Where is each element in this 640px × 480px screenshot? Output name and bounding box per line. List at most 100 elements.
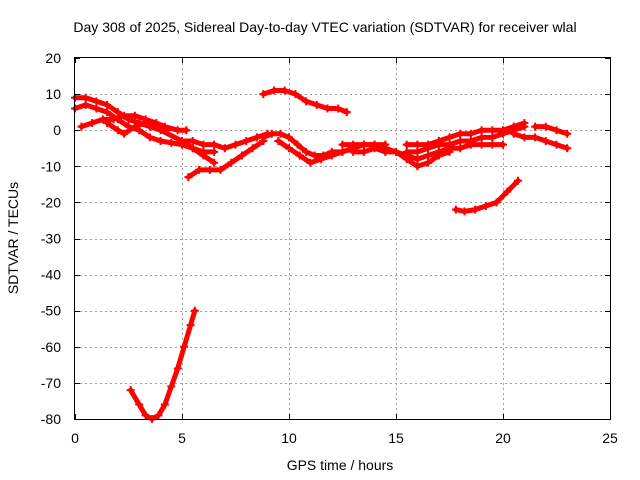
data-point — [402, 140, 411, 149]
data-point — [413, 147, 422, 156]
data-point — [477, 140, 486, 149]
x-tick-label: 5 — [178, 430, 186, 446]
x-tick-label: 15 — [388, 430, 404, 446]
data-point — [509, 129, 518, 138]
data-point — [520, 122, 529, 131]
data-point — [456, 129, 465, 138]
data-point — [81, 100, 90, 109]
data-point — [424, 151, 433, 160]
data-series-s18 — [128, 308, 198, 422]
data-point — [531, 133, 540, 142]
grid-layer — [75, 58, 610, 419]
data-point — [184, 173, 193, 182]
data-series-s17 — [532, 124, 570, 137]
data-point — [552, 126, 561, 135]
data-point — [220, 144, 229, 153]
data-point — [126, 386, 135, 395]
data-point — [541, 137, 550, 146]
data-point — [488, 126, 497, 135]
data-point — [188, 144, 197, 153]
data-point — [359, 140, 368, 149]
data-point — [154, 411, 163, 420]
data-point — [248, 144, 257, 153]
data-point — [113, 126, 122, 135]
data-point — [306, 158, 315, 167]
data-series-s11 — [350, 145, 452, 169]
data-point — [552, 140, 561, 149]
data-point — [210, 140, 219, 149]
data-point — [276, 129, 285, 138]
data-point — [424, 144, 433, 153]
data-point — [456, 137, 465, 146]
x-tick-label: 10 — [281, 430, 297, 446]
x-tick-label: 25 — [602, 430, 618, 446]
data-point — [199, 140, 208, 149]
data-point — [563, 144, 572, 153]
data-point — [310, 151, 319, 160]
data-point — [349, 140, 358, 149]
data-point — [302, 147, 311, 156]
data-point — [231, 140, 240, 149]
series-layer — [71, 86, 572, 423]
data-point — [445, 144, 454, 153]
data-point — [113, 108, 122, 117]
data-point — [295, 151, 304, 160]
y-tick-label: -20 — [41, 194, 61, 210]
data-point — [503, 187, 512, 196]
data-point — [259, 133, 268, 142]
data-point — [195, 165, 204, 174]
data-point — [466, 129, 475, 138]
data-point — [338, 140, 347, 149]
data-point — [392, 147, 400, 156]
data-point — [103, 108, 112, 117]
data-point — [312, 100, 321, 109]
data-point — [424, 158, 433, 167]
data-point — [120, 129, 129, 138]
data-point — [163, 126, 172, 135]
data-point — [280, 86, 289, 95]
data-point — [402, 155, 411, 164]
data-point — [156, 137, 165, 146]
data-point — [499, 140, 507, 149]
data-point — [178, 137, 186, 146]
data-point — [466, 140, 475, 149]
data-point — [531, 122, 540, 131]
data-point — [492, 198, 501, 207]
data-point — [77, 122, 86, 131]
data-point — [563, 129, 572, 138]
data-point — [120, 111, 129, 120]
data-point — [370, 144, 379, 153]
y-tick-label: -80 — [41, 411, 61, 427]
data-point — [145, 133, 154, 142]
data-point — [152, 122, 161, 131]
y-tick-label: -70 — [41, 375, 61, 391]
data-point — [98, 115, 107, 124]
data-point — [338, 147, 347, 156]
plot-frame — [74, 57, 611, 420]
chart-title: Day 308 of 2025, Sidereal Day-to-day VTE… — [73, 19, 576, 35]
data-point — [182, 126, 191, 135]
data-point — [327, 151, 336, 160]
data-point — [434, 140, 443, 149]
data-point — [109, 115, 118, 124]
data-point — [359, 147, 368, 156]
data-point — [88, 118, 97, 127]
y-tick-label: 10 — [45, 86, 61, 102]
data-point — [173, 126, 182, 135]
data-point — [188, 137, 197, 146]
data-point — [130, 122, 139, 131]
data-point — [81, 93, 90, 102]
data-point — [499, 129, 507, 138]
x-tick-label: 0 — [71, 430, 79, 446]
data-point — [291, 90, 300, 99]
data-point — [513, 176, 522, 185]
data-point — [210, 158, 219, 167]
data-point — [445, 133, 454, 142]
y-tick-label: 20 — [45, 50, 61, 66]
data-point — [477, 133, 486, 142]
data-point — [381, 147, 390, 156]
data-point — [434, 147, 443, 156]
data-point — [488, 133, 497, 142]
data-point — [334, 104, 343, 113]
